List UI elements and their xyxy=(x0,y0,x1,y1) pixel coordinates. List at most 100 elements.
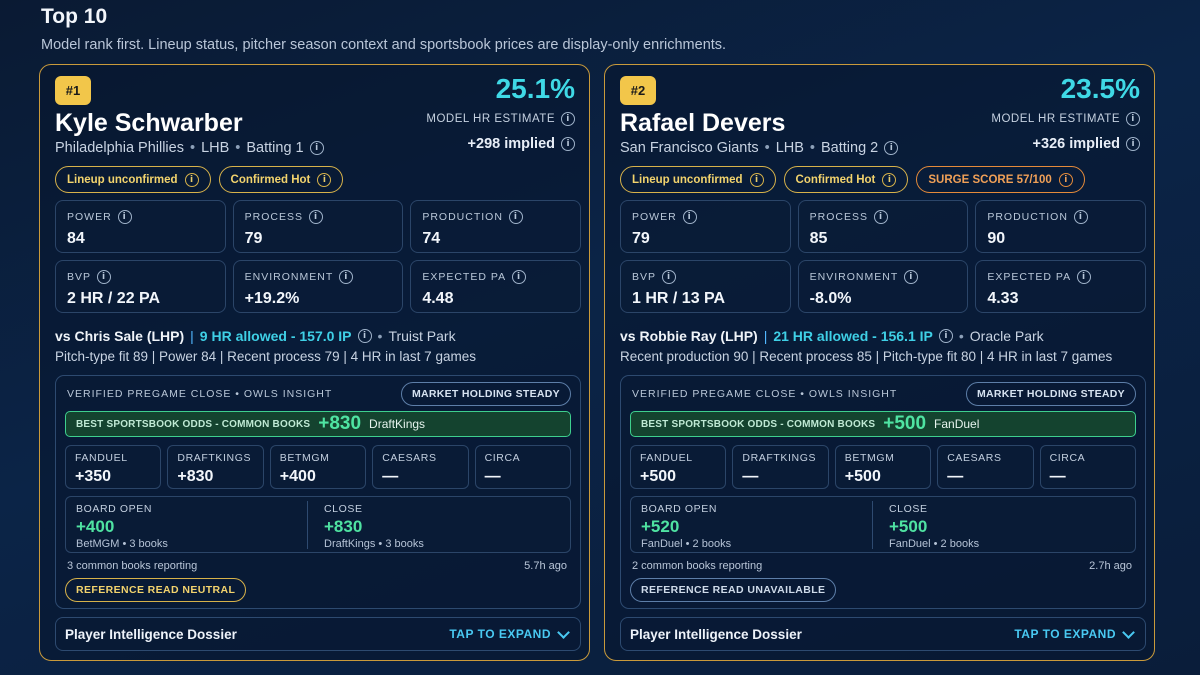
expand-button[interactable]: TAP TO EXPAND xyxy=(449,625,570,641)
books-reporting: 3 common books reporting xyxy=(67,560,198,572)
stat-value: -8.0% xyxy=(809,290,852,307)
stat-label: POWER xyxy=(632,210,779,224)
info-icon[interactable] xyxy=(184,172,199,187)
stat-production: PRODUCTION 74 xyxy=(410,200,581,253)
divider xyxy=(872,501,873,549)
info-icon[interactable] xyxy=(339,270,354,284)
close-label: CLOSE xyxy=(889,503,928,515)
info-icon[interactable] xyxy=(117,210,132,224)
stat-expected-pa: EXPECTED PA 4.33 xyxy=(975,260,1146,313)
book-name: DRAFTKINGS xyxy=(742,452,817,464)
info-icon[interactable] xyxy=(904,270,919,284)
player-card[interactable]: #2 Rafael Devers San Francisco Giants • … xyxy=(604,64,1155,661)
market-status-pill[interactable]: MARKET HOLDING STEADY xyxy=(965,382,1136,406)
stat-value: +19.2% xyxy=(244,290,300,307)
implied-odds: +298 implied xyxy=(468,136,575,152)
stat-label: ENVIRONMENT xyxy=(810,270,957,284)
implied-odds: +326 implied xyxy=(1033,136,1140,152)
info-icon[interactable] xyxy=(874,210,889,224)
close-source: DraftKings • 3 books xyxy=(324,538,424,550)
implied-odds-text: +326 implied xyxy=(1032,136,1120,152)
player-card[interactable]: #1 Kyle Schwarber Philadelphia Phillies … xyxy=(39,64,590,661)
info-icon[interactable] xyxy=(508,210,523,224)
hot-status-pill[interactable]: Confirmed Hot xyxy=(218,166,344,193)
batting-order: Batting 1 xyxy=(246,140,304,156)
stat-label-text: EXPECTED PA xyxy=(422,271,507,283)
close-price: +500 xyxy=(889,517,928,536)
books-reporting: 2 common books reporting xyxy=(632,560,763,572)
board-open-source: FanDuel • 2 books xyxy=(641,538,732,550)
sportsbook-caesars: CAESARS — xyxy=(937,445,1034,489)
pitcher-hr-allowed: 9 HR allowed - 157.0 IP xyxy=(199,328,352,344)
model-hr-percent: 23.5% xyxy=(1060,73,1140,104)
best-odds-book: DraftKings xyxy=(369,417,426,431)
info-icon[interactable] xyxy=(512,270,527,284)
info-icon[interactable] xyxy=(882,172,897,187)
info-icon[interactable] xyxy=(561,112,575,126)
best-odds-label: BEST SPORTSBOOK ODDS - COMMON BOOKS xyxy=(641,418,876,430)
stat-value: 79 xyxy=(632,230,650,247)
lineup-status-pill[interactable]: Lineup unconfirmed xyxy=(620,166,776,193)
close-price: +830 xyxy=(324,517,363,536)
expand-button[interactable]: TAP TO EXPAND xyxy=(1014,625,1135,641)
stat-value: 90 xyxy=(987,230,1006,247)
board-open-price: +520 xyxy=(641,517,680,536)
pitcher-matchup: vs Robbie Ray (LHP) | 21 HR allowed - 15… xyxy=(620,328,1044,344)
stat-label-text: ENVIRONMENT xyxy=(809,271,899,283)
info-icon[interactable] xyxy=(1058,172,1073,187)
info-icon[interactable] xyxy=(1126,137,1140,151)
chevron-down-icon xyxy=(1122,625,1135,639)
info-icon[interactable] xyxy=(1073,210,1088,224)
info-icon[interactable] xyxy=(1126,112,1140,126)
model-hr-label: MODEL HR ESTIMATE xyxy=(426,112,575,126)
info-icon[interactable] xyxy=(97,270,112,284)
stat-process: PROCESS 85 xyxy=(797,200,969,253)
info-icon[interactable] xyxy=(309,141,324,155)
book-price: +500 xyxy=(640,468,677,485)
odds-heading: VERIFIED PREGAME CLOSE • OWLS INSIGHT xyxy=(632,388,898,400)
hot-status-pill[interactable]: Confirmed Hot xyxy=(783,166,909,193)
book-price: — xyxy=(382,468,399,485)
stat-value: 74 xyxy=(422,230,441,247)
close-line: CLOSE +830 DraftKings • 3 books xyxy=(324,503,424,550)
book-name: CIRCA xyxy=(1049,452,1086,464)
dossier-toggle[interactable]: Player Intelligence Dossier TAP TO EXPAN… xyxy=(620,617,1146,651)
separator-dot: • xyxy=(189,140,196,156)
info-icon[interactable] xyxy=(682,210,697,224)
info-icon[interactable] xyxy=(357,329,372,343)
hot-status-text: Confirmed Hot xyxy=(230,173,311,186)
stat-label: ENVIRONMENT xyxy=(245,270,392,284)
info-icon[interactable] xyxy=(749,172,764,187)
info-icon[interactable] xyxy=(317,172,332,187)
surge-score-pill[interactable]: SURGE SCORE 57/100 xyxy=(916,166,1085,193)
info-icon[interactable] xyxy=(561,137,575,151)
batter-hand: LHB xyxy=(201,140,230,156)
sportsbook-grid: FANDUEL +500 DRAFTKINGS — BETMGM +500 CAESA… xyxy=(630,445,1136,489)
info-icon[interactable] xyxy=(938,329,953,343)
batter-hand: LHB xyxy=(775,140,804,156)
info-icon[interactable] xyxy=(1077,270,1092,284)
opposing-pitcher: vs Robbie Ray (LHP) xyxy=(620,328,758,344)
stat-production: PRODUCTION 90 xyxy=(975,200,1146,253)
updated-ago: 5.7h ago xyxy=(524,560,567,572)
lineup-status-pill[interactable]: Lineup unconfirmed xyxy=(55,166,211,193)
dossier-toggle[interactable]: Player Intelligence Dossier TAP TO EXPAN… xyxy=(55,617,581,651)
best-odds-bar: BEST SPORTSBOOK ODDS - COMMON BOOKS +830… xyxy=(65,411,571,437)
sportsbook-grid: FANDUEL +350 DRAFTKINGS +830 BETMGM +400 CA… xyxy=(65,445,571,489)
separator-bar: | xyxy=(763,328,768,344)
stat-value: 85 xyxy=(809,230,828,247)
stat-value: 2 HR / 22 PA xyxy=(67,290,161,307)
best-odds-price: +830 xyxy=(318,413,362,434)
book-price: +500 xyxy=(844,468,881,485)
info-icon[interactable] xyxy=(662,270,677,284)
info-icon[interactable] xyxy=(309,210,324,224)
recent-trends: Recent production 90 | Recent process 85… xyxy=(620,349,1113,364)
book-price: — xyxy=(742,468,759,485)
market-status-pill[interactable]: MARKET HOLDING STEADY xyxy=(400,382,571,406)
stat-label-text: PROCESS xyxy=(244,211,304,223)
rank-badge: #2 xyxy=(620,76,656,105)
reference-read-pill[interactable]: REFERENCE READ UNAVAILABLE xyxy=(630,578,837,602)
divider xyxy=(307,501,308,549)
reference-read-pill[interactable]: REFERENCE READ NEUTRAL xyxy=(65,578,247,602)
info-icon[interactable] xyxy=(884,141,899,155)
